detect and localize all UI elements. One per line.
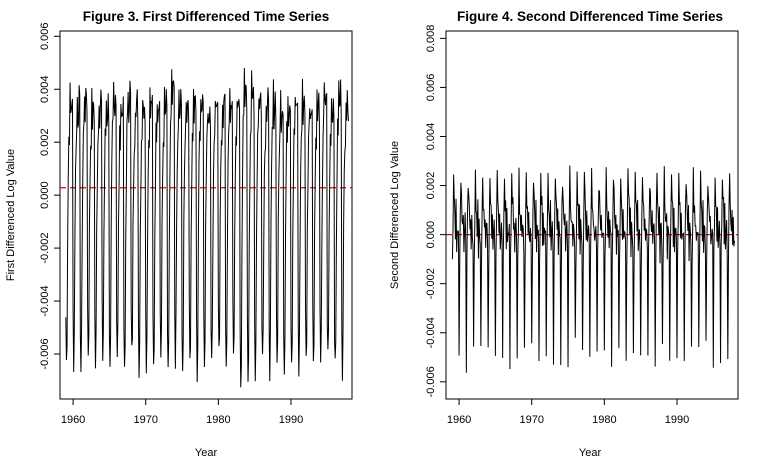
y-tick-label: 0.002 xyxy=(39,128,51,156)
y-tick-label: -0.004 xyxy=(425,317,437,348)
plot-frame-fig4 xyxy=(445,30,739,400)
y-tick-label: -0.006 xyxy=(39,338,51,369)
panel-figure-3: Figure 3. First Differenced Time Series … xyxy=(5,9,353,459)
y-tick-label: 0.004 xyxy=(425,123,437,151)
y-tick-label: 0.000 xyxy=(39,181,51,209)
x-tick-label: 1970 xyxy=(133,414,157,426)
chart-title-fig4: Figure 4. Second Differenced Time Series xyxy=(457,9,723,24)
x-tick-label: 1990 xyxy=(665,414,689,426)
y-tick-label: -0.002 xyxy=(39,232,51,263)
x-tick-label: 1980 xyxy=(206,414,230,426)
x-tick-label: 1970 xyxy=(519,414,543,426)
x-tick-label: 1980 xyxy=(592,414,616,426)
series-line-fig3 xyxy=(65,67,349,388)
x-tick-label: 1960 xyxy=(61,414,85,426)
panel-figure-4: Figure 4. Second Differenced Time Series… xyxy=(389,9,739,459)
x-tick-label: 1990 xyxy=(279,414,303,426)
y-tick-label: 0.002 xyxy=(425,172,437,200)
chart-title-fig3: Figure 3. First Differenced Time Series xyxy=(83,9,330,24)
y-tick-label: -0.002 xyxy=(425,268,437,299)
y-tick-label: 0.008 xyxy=(425,25,437,53)
y-tick-label: -0.006 xyxy=(425,366,437,397)
x-axis-fig3: 1960 1970 1980 1990 xyxy=(61,399,303,426)
plot-frame-fig3 xyxy=(59,30,353,400)
x-axis-fig4: 1960 1970 1980 1990 xyxy=(447,399,689,426)
y-tick-label: 0.004 xyxy=(39,75,51,103)
y-tick-label: -0.004 xyxy=(39,285,51,316)
y-tick-label: 0.000 xyxy=(425,221,437,249)
y-axis-fig4: -0.006 -0.004 -0.002 0.000 0.002 0.004 0.006 0.… xyxy=(425,25,446,397)
x-tick-label: 1960 xyxy=(447,414,471,426)
x-axis-label-fig4: Year xyxy=(579,447,602,459)
y-axis-label-fig4: Second Differenced Log Value xyxy=(389,141,401,289)
y-axis-label-fig3: First Differenced Log Value xyxy=(5,149,17,281)
y-tick-label: 0.006 xyxy=(425,74,437,102)
y-tick-label: 0.006 xyxy=(39,23,51,51)
series-line-fig4 xyxy=(451,165,735,373)
y-axis-fig3: -0.006 -0.004 -0.002 0.000 0.002 0.004 0.006 xyxy=(39,23,60,370)
x-axis-label-fig3: Year xyxy=(195,447,218,459)
